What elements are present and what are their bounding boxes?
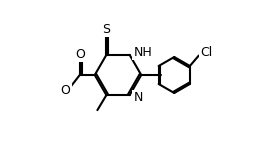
Text: O: O (61, 84, 70, 97)
Text: NH: NH (133, 46, 152, 59)
Text: N: N (133, 91, 143, 104)
Text: S: S (102, 23, 110, 36)
Text: O: O (75, 48, 85, 60)
Text: Cl: Cl (200, 46, 213, 59)
